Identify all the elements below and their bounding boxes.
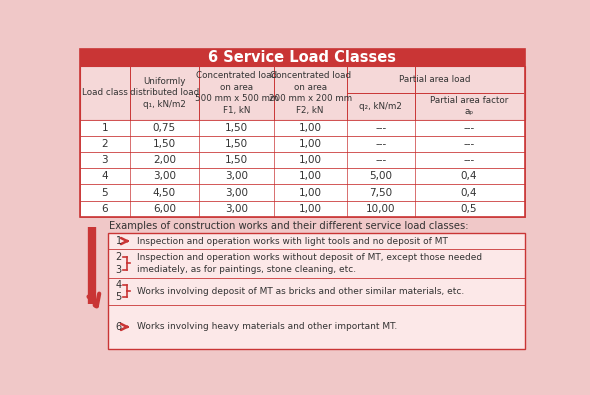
Text: 5: 5: [116, 292, 122, 302]
Text: 2: 2: [101, 139, 108, 149]
Bar: [80, 120, 525, 136]
Bar: [108, 233, 525, 349]
Text: Partial area load: Partial area load: [399, 75, 471, 84]
Text: 1,50: 1,50: [153, 139, 176, 149]
Bar: [80, 168, 525, 184]
Text: 0,5: 0,5: [461, 204, 477, 214]
Text: 1,00: 1,00: [299, 139, 322, 149]
Text: 1,00: 1,00: [299, 171, 322, 181]
Text: Inspection and operation works with light tools and no deposit of MT: Inspection and operation works with ligh…: [137, 237, 448, 246]
Text: ---: ---: [375, 139, 386, 149]
Bar: [80, 152, 525, 168]
Text: 1,00: 1,00: [299, 123, 322, 133]
Text: 0,75: 0,75: [153, 123, 176, 133]
Text: 6: 6: [101, 204, 108, 214]
Text: Load class: Load class: [82, 88, 127, 97]
Text: Uniformly
distributed load
q₁, kN/m2: Uniformly distributed load q₁, kN/m2: [130, 77, 199, 109]
Text: Concentrated load
on area
200 mm x 200 mm
F2, kN: Concentrated load on area 200 mm x 200 m…: [268, 71, 352, 115]
Text: 6: 6: [116, 322, 122, 332]
Text: 3: 3: [101, 155, 108, 165]
Text: 6 Service Load Classes: 6 Service Load Classes: [208, 50, 396, 65]
Text: 3: 3: [116, 265, 122, 275]
Text: 7,50: 7,50: [369, 188, 392, 198]
Text: 1,00: 1,00: [299, 204, 322, 214]
Bar: [80, 49, 525, 66]
Text: 0,4: 0,4: [461, 188, 477, 198]
Text: ---: ---: [375, 123, 386, 133]
Text: 4: 4: [116, 280, 122, 290]
Text: 0,4: 0,4: [461, 171, 477, 181]
Text: 3,00: 3,00: [153, 171, 176, 181]
Text: 3,00: 3,00: [225, 188, 248, 198]
Text: 1,50: 1,50: [225, 139, 248, 149]
Text: Concentrated load
on area
500 mm x 500 mm
F1, kN: Concentrated load on area 500 mm x 500 m…: [195, 71, 278, 115]
Bar: [80, 136, 525, 152]
Text: 1,00: 1,00: [299, 155, 322, 165]
Text: 5,00: 5,00: [369, 171, 392, 181]
Text: 6,00: 6,00: [153, 204, 176, 214]
Text: ---: ---: [463, 155, 474, 165]
Text: 10,00: 10,00: [366, 204, 395, 214]
Bar: [80, 201, 525, 217]
Text: ---: ---: [463, 123, 474, 133]
Text: 1,00: 1,00: [299, 188, 322, 198]
Text: 2: 2: [116, 252, 122, 262]
Text: ---: ---: [463, 139, 474, 149]
Text: Inspection and operation works without deposit of MT, except those needed
imedia: Inspection and operation works without d…: [137, 253, 483, 274]
Text: ---: ---: [375, 155, 386, 165]
Text: 1: 1: [101, 123, 108, 133]
Text: Works involving heavy materials and other important MT.: Works involving heavy materials and othe…: [137, 322, 398, 331]
Text: 4: 4: [101, 171, 108, 181]
Text: 1,50: 1,50: [225, 155, 248, 165]
Text: Examples of construction works and their different service load classes:: Examples of construction works and their…: [109, 221, 469, 231]
Bar: [80, 66, 525, 120]
Text: q₂, kN/m2: q₂, kN/m2: [359, 102, 402, 111]
Text: Works involving deposit of MT as bricks and other similar materials, etc.: Works involving deposit of MT as bricks …: [137, 287, 464, 295]
Bar: [80, 49, 525, 217]
Text: 2,00: 2,00: [153, 155, 176, 165]
Text: 3,00: 3,00: [225, 204, 248, 214]
Text: 1,50: 1,50: [225, 123, 248, 133]
Text: 5: 5: [101, 188, 108, 198]
Text: 4,50: 4,50: [153, 188, 176, 198]
Text: Partial area factor
aₚ: Partial area factor aₚ: [430, 96, 508, 117]
Bar: [80, 184, 525, 201]
Text: 1: 1: [116, 236, 122, 246]
Text: 3,00: 3,00: [225, 171, 248, 181]
